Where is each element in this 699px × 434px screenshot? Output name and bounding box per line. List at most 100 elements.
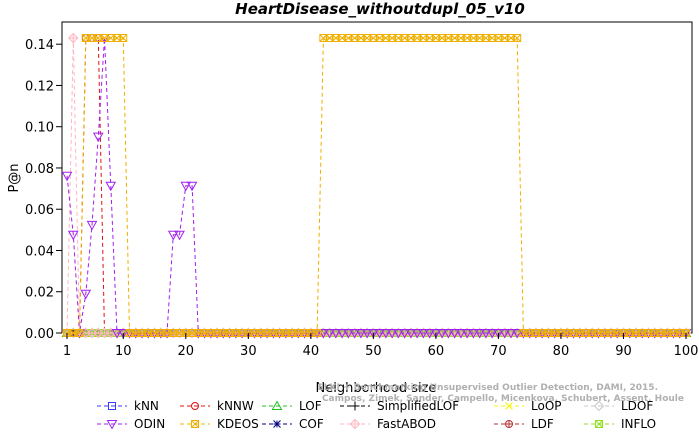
point-odin	[349, 329, 360, 339]
point-odin	[443, 329, 454, 339]
legend-label-ldof: LDOF	[621, 399, 653, 413]
legend-marker-ldf	[505, 420, 514, 428]
x-tick-label: 10	[115, 344, 132, 359]
legend-marker-loop	[505, 402, 513, 410]
plot-frame	[61, 21, 693, 334]
point-odin	[336, 329, 348, 339]
series-layer	[61, 32, 692, 339]
point-odin	[330, 329, 342, 339]
point-odin	[361, 329, 373, 339]
point-odin	[180, 181, 192, 192]
legend-label-inflo: INFLO	[621, 417, 656, 431]
point-odin	[61, 171, 73, 182]
legend-item-ldf: LDF	[494, 417, 554, 431]
point-odin	[424, 329, 436, 339]
point-odin	[493, 329, 504, 339]
series-line-kdeos	[67, 37, 686, 334]
legend-marker-ldof	[593, 400, 605, 412]
x-tick-label: 60	[428, 344, 445, 359]
x-tick-label: 80	[553, 344, 570, 359]
point-odin	[474, 329, 486, 339]
point-odin	[92, 132, 104, 143]
x-axis-label: Neighborhood size	[316, 381, 437, 396]
legend-marker-kdeos	[191, 420, 199, 428]
point-odin	[167, 230, 179, 241]
legend-marker-inflo	[595, 420, 603, 428]
chart-title: HeartDisease_withoutdupl_05_v10	[235, 0, 525, 18]
point-odin	[411, 329, 423, 339]
legend-label-knn: kNN	[134, 399, 159, 413]
point-kdeos	[75, 329, 84, 337]
point-odin	[393, 329, 404, 339]
point-odin	[380, 329, 392, 339]
legend-item-knn: kNN	[97, 399, 159, 413]
y-tick-label: 0.06	[25, 203, 54, 218]
point-odin	[505, 329, 517, 339]
y-tick-label: 0.00	[25, 327, 54, 342]
y-tick-label: 0.02	[25, 286, 54, 301]
point-odin	[67, 230, 79, 241]
point-odin	[499, 329, 511, 339]
y-tick-label: 0.14	[25, 38, 54, 53]
point-odin	[468, 329, 479, 339]
series-line-fastabod	[66, 37, 686, 334]
legend-label-ldf: LDF	[531, 417, 554, 431]
y-tick-label: 0.04	[25, 244, 54, 259]
x-tick-label: 40	[303, 344, 320, 359]
legend-label-fastabod: FastABOD	[377, 417, 436, 431]
y-tick-label: 0.10	[25, 121, 54, 136]
legend-label-cof: COF	[299, 417, 324, 431]
y-axis: 0.00 0.02 0.04 0.06 0.08 0.10 0.12 0.14	[25, 38, 62, 342]
point-odin	[355, 329, 367, 339]
legend-item-fastabod: FastABOD	[340, 417, 436, 431]
point-odin	[368, 329, 379, 339]
x-tick-label: 1	[63, 344, 71, 359]
series-odin	[61, 34, 692, 339]
point-odin	[455, 329, 467, 339]
legend: kNN kNNW LOF SimplifiedLOF LoOP LDOF ODIN KDEOS…	[97, 399, 656, 431]
legend-marker-simplifiedlof	[350, 401, 360, 411]
y-tick-label: 0.12	[25, 79, 54, 94]
x-tick-label: 20	[178, 344, 195, 359]
legend-item-cof: COF	[262, 417, 324, 431]
x-tick-label: 90	[615, 344, 632, 359]
legend-marker-fastabod	[349, 418, 361, 430]
y-tick-label: 0.08	[25, 162, 54, 177]
point-odin	[343, 329, 354, 339]
legend-item-loop: LoOP	[494, 399, 562, 413]
series-fastabod	[61, 32, 692, 339]
point-odin	[511, 329, 523, 339]
point-kdeos	[119, 34, 128, 42]
watermark-line-2: Campos, Zimek, Sander, Campello, Micenko…	[322, 394, 684, 404]
legend-label-lof: LOF	[299, 399, 322, 413]
point-odin	[486, 329, 498, 339]
series-line-odin	[66, 37, 686, 334]
x-axis: 1 10 20 30 40 50 60 70 80 90 100	[63, 333, 698, 359]
watermark-line-1: ELKI + Benchmarking Unsupervised Outlier…	[318, 383, 658, 393]
point-odin	[174, 230, 185, 241]
legend-label-odin: ODIN	[134, 417, 165, 431]
legend-label-loop: LoOP	[531, 399, 562, 413]
legend-marker-cof	[273, 420, 281, 428]
point-odin	[186, 181, 198, 192]
point-odin	[399, 329, 410, 339]
point-odin	[405, 329, 417, 339]
point-kdeos	[313, 329, 322, 337]
point-fastabod	[68, 32, 79, 44]
point-odin	[449, 329, 461, 339]
point-odin	[480, 329, 492, 339]
x-tick-label: 30	[240, 344, 257, 359]
legend-marker-lof	[271, 400, 283, 410]
point-odin	[324, 329, 335, 339]
legend-label-simplifiedlof: SimplifiedLOF	[377, 399, 459, 413]
legend-item-knnw: kNNW	[180, 399, 254, 413]
legend-item-inflo: INFLO	[584, 417, 656, 431]
point-odin	[117, 329, 129, 339]
point-odin	[86, 220, 98, 231]
point-odin	[317, 329, 329, 339]
series-knnw	[63, 34, 690, 337]
point-kdeos	[513, 34, 522, 42]
legend-label-knnw: kNNW	[217, 399, 254, 413]
series-kdeos	[63, 34, 690, 337]
